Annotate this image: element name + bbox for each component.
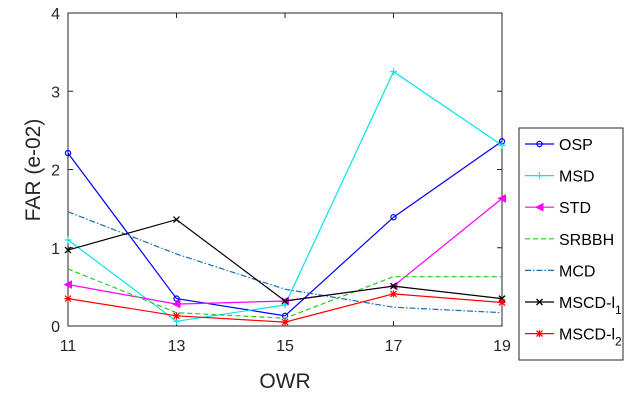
legend-marker bbox=[536, 330, 543, 338]
legend-label: MCD bbox=[559, 263, 595, 280]
data-point-osp bbox=[173, 295, 180, 302]
y-axis-title: FAR (e-02) bbox=[22, 119, 45, 222]
data-point-mscd-l2 bbox=[281, 318, 289, 326]
series-mcd bbox=[67, 211, 503, 314]
legend-label: MSCD-l1 bbox=[559, 295, 622, 317]
series-layer bbox=[63, 68, 506, 326]
x-tick-label: 11 bbox=[60, 338, 77, 355]
data-point-mscd-l2 bbox=[64, 295, 72, 303]
data-point-mscd-l2 bbox=[498, 299, 506, 307]
legend-item-mcd: MCD bbox=[525, 263, 595, 280]
legend-label: SRBBH bbox=[559, 232, 614, 249]
data-point-msd bbox=[498, 141, 506, 149]
series-mscd-l2 bbox=[64, 290, 506, 326]
series-msd bbox=[64, 68, 506, 325]
data-point-mscd-l1 bbox=[64, 246, 72, 254]
data-point-mscd-l2 bbox=[390, 290, 397, 298]
plot-frame bbox=[67, 12, 503, 327]
y-tick-label: 4 bbox=[51, 6, 60, 23]
legend-label: MSD bbox=[559, 169, 595, 186]
legend-marker bbox=[536, 172, 543, 180]
y-tick-label: 2 bbox=[51, 163, 60, 180]
series-srbbh bbox=[67, 268, 502, 319]
data-point-osp bbox=[64, 149, 72, 157]
series-line-mcd bbox=[67, 211, 503, 314]
legend-item-mscd-l2: MSCD-l2 bbox=[525, 327, 622, 349]
data-point-std bbox=[171, 299, 181, 309]
data-point-mscd-l1 bbox=[281, 297, 289, 305]
x-tick-label: 13 bbox=[168, 338, 186, 355]
plot-area bbox=[67, 12, 503, 327]
x-tick-label: 17 bbox=[385, 338, 403, 355]
data-point-msd bbox=[64, 236, 72, 244]
series-line-srbbh bbox=[67, 268, 502, 319]
x-axis-title: OWR bbox=[259, 370, 310, 393]
data-point-std bbox=[63, 280, 72, 289]
y-axis: 0 1 2 3 4 bbox=[51, 6, 502, 336]
x-axis: 11 13 15 17 19 bbox=[60, 13, 511, 355]
legend-marker bbox=[536, 140, 543, 148]
data-point-std bbox=[497, 194, 506, 203]
legend-item-srbbh: SRBBH bbox=[525, 232, 614, 249]
legend-label: STD bbox=[559, 200, 591, 217]
legend-label: OSP bbox=[559, 137, 593, 154]
legend-item-mscd-l1: MSCD-l1 bbox=[525, 295, 622, 317]
legend-marker bbox=[536, 298, 543, 306]
y-tick-label: 1 bbox=[51, 241, 60, 258]
legend-item-std: STD bbox=[525, 200, 591, 217]
x-tick-label: 15 bbox=[276, 338, 294, 355]
series-line-osp bbox=[67, 140, 503, 317]
legend-label: MSCD-l2 bbox=[559, 327, 622, 349]
data-point-mscd-l2 bbox=[173, 312, 180, 320]
legend-item-msd: MSD bbox=[525, 169, 595, 186]
legend: OSP MSD STD SRBBH MCD MSCD-l1 MSCD-l2 bbox=[518, 127, 624, 361]
y-tick-label: 0 bbox=[51, 319, 60, 336]
data-point-osp bbox=[390, 214, 397, 221]
legend-item-osp: OSP bbox=[525, 137, 593, 154]
x-tick-label: 19 bbox=[493, 338, 511, 355]
legend-box bbox=[518, 127, 624, 361]
data-point-mscd-l1 bbox=[173, 216, 180, 224]
legend-marker bbox=[534, 202, 544, 212]
data-point-mscd-l1 bbox=[390, 282, 397, 290]
y-tick-label: 3 bbox=[51, 84, 60, 101]
data-point-msd bbox=[390, 68, 397, 76]
